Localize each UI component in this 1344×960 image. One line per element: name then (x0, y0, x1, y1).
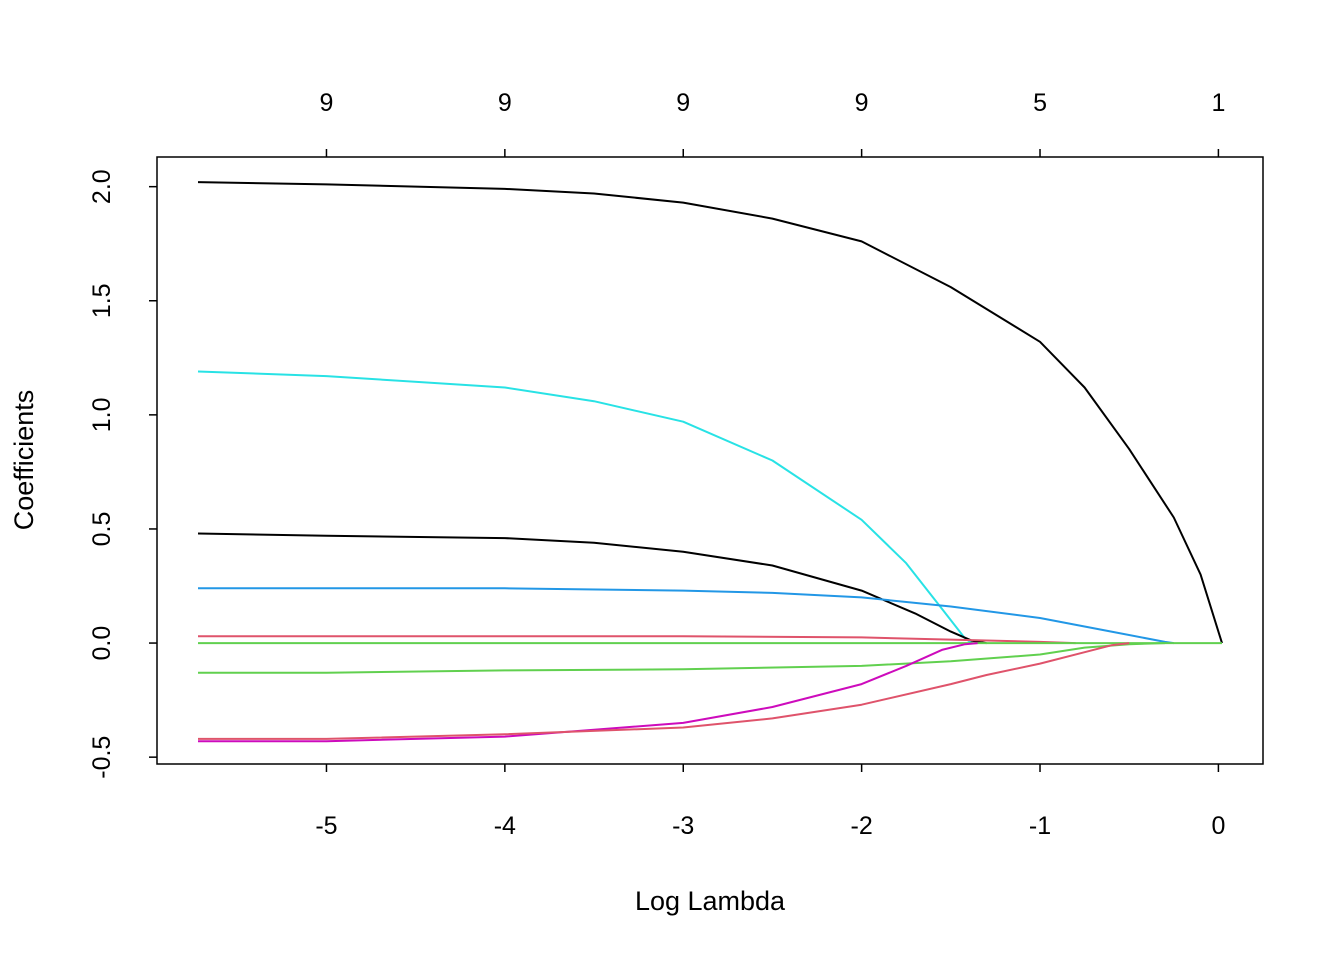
y-axis-title: Coefficients (9, 390, 39, 531)
series-line-9 (198, 642, 1130, 740)
series-line-4 (198, 587, 1174, 645)
series-line-8 (198, 642, 978, 743)
top-tick-label: 9 (676, 89, 690, 117)
x-tick-label: -3 (672, 812, 694, 840)
top-tick-label: 9 (855, 89, 869, 117)
y-axis: -0.5 0.0 0.5 1.0 1.5 2.0 (88, 169, 157, 779)
x-axis: -5 -4 -3 -2 -1 0 (315, 764, 1225, 840)
x-tick-label: 0 (1211, 812, 1225, 840)
y-tick-label: 2.0 (88, 169, 116, 204)
series-line-2 (197, 370, 973, 644)
series-lines (197, 181, 1223, 743)
y-tick-label: 1.5 (88, 283, 116, 318)
top-tick-label: 1 (1211, 89, 1225, 117)
x-tick-label: -5 (315, 812, 337, 840)
y-tick-label: 0.5 (88, 512, 116, 547)
top-tick-label: 9 (498, 89, 512, 117)
x-tick-label: -2 (851, 812, 873, 840)
series-line-1 (197, 181, 1223, 644)
top-axis: 9 9 9 9 5 1 (320, 89, 1225, 157)
x-tick-label: -1 (1029, 812, 1051, 840)
plot-frame (156, 156, 1264, 765)
y-tick-label: 1.0 (88, 398, 116, 433)
y-tick-label: 0.0 (88, 626, 116, 661)
y-tick-label: -0.5 (88, 736, 116, 779)
series-line-5 (198, 635, 1076, 645)
x-axis-title: Log Lambda (635, 886, 786, 916)
top-tick-label: 9 (320, 89, 334, 117)
series-line-3 (197, 532, 987, 645)
top-tick-label: 5 (1033, 89, 1047, 117)
x-tick-label: -4 (494, 812, 516, 840)
